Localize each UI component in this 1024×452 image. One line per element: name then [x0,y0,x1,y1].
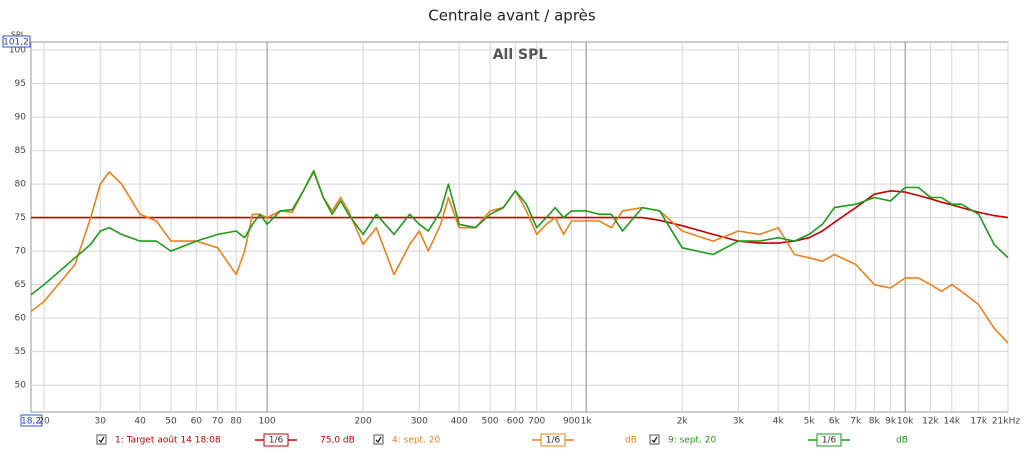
x-tick-label: 10k [897,417,914,427]
legend-checkbox[interactable] [649,434,660,445]
y-tick-label: 60 [15,314,27,324]
y-tick-label: 65 [15,280,26,290]
x-tick-label: 3k [733,417,745,427]
chart-subtitle: All SPL [493,47,548,63]
x-tick-label: 50 [165,417,177,427]
checkmark [651,436,658,444]
y-tick-label: 100 [9,46,26,56]
x-tick-label: 6k [829,417,841,427]
legend-value: dB [896,436,908,446]
x-tick-label: 40 [134,417,146,427]
y-tick-label: 50 [15,381,27,391]
series-line [30,171,1009,344]
x-tick-label: 400 [451,417,468,427]
legend: 1: Target août 14 18:08 1/6 75,0 dB 4: sept… [96,433,908,447]
series-line [31,190,1009,244]
plot-frame [30,41,1009,413]
y-tick-label: 90 [15,113,27,123]
x-tick-label: 300 [411,417,428,427]
x-tick-label: 700 [528,417,545,427]
legend-checkbox[interactable] [96,434,107,445]
series-line [30,169,1009,296]
y-tick-label: 70 [15,247,27,257]
x-tick-label: 20 [38,417,50,427]
y-tick-label: 85 [15,146,26,156]
smoothing-box[interactable] [540,433,566,447]
x-tick-label: 17k [970,417,987,427]
smoothing-box[interactable] [263,433,289,447]
chart-title: Centrale avant / après [428,7,596,25]
legend-value: dB [625,436,637,446]
y-tick-label: 55 [15,347,26,357]
x-tick-label: 30 [95,417,107,427]
x-tick-label: 18,2 [21,417,41,427]
legend-label: 4: sept. 20 [392,436,441,446]
y-axis-label: SPL [11,31,26,40]
y-tick-label: 80 [15,180,27,190]
x-tick-label: 100 [258,417,275,427]
x-tick-label: 21kHz [992,417,1020,427]
x-tick-label: 2k [677,417,689,427]
checkmark [98,436,105,444]
limit-box [20,414,43,427]
x-tick-label: 900 [563,417,580,427]
legend-checkbox[interactable] [373,434,384,445]
limit-box [2,35,31,48]
legend-value: 75,0 dB [320,436,355,446]
x-tick-label: 1k [581,417,593,427]
x-tick-label: 12k [922,417,939,427]
x-tick-label: 60 [191,417,203,427]
x-tick-label: 80 [230,417,242,427]
x-tick-label: 70 [212,417,224,427]
x-tick-label: 500 [481,417,498,427]
x-tick-label: 200 [355,417,372,427]
smoothing-label: 1/6 [269,436,284,446]
x-tick-label: 7k [850,417,862,427]
legend-label: 9: sept. 20 [668,436,717,446]
y-tick-label: 101,2 [3,38,29,48]
smoothing-label: 1/6 [546,436,561,446]
x-tick-label: 8k [869,417,881,427]
x-tick-label: 5k [804,417,816,427]
x-tick-label: 600 [507,417,524,427]
smoothing-label: 1/6 [822,436,837,446]
smoothing-box[interactable] [816,433,842,447]
y-tick-label: 95 [15,79,26,89]
x-tick-label: 4k [773,417,785,427]
x-tick-label: 14k [943,417,960,427]
legend-label: 1: Target août 14 18:08 [115,436,221,446]
x-tick-label: 9k [885,417,897,427]
y-tick-label: 75 [15,213,26,223]
checkmark [375,436,382,444]
